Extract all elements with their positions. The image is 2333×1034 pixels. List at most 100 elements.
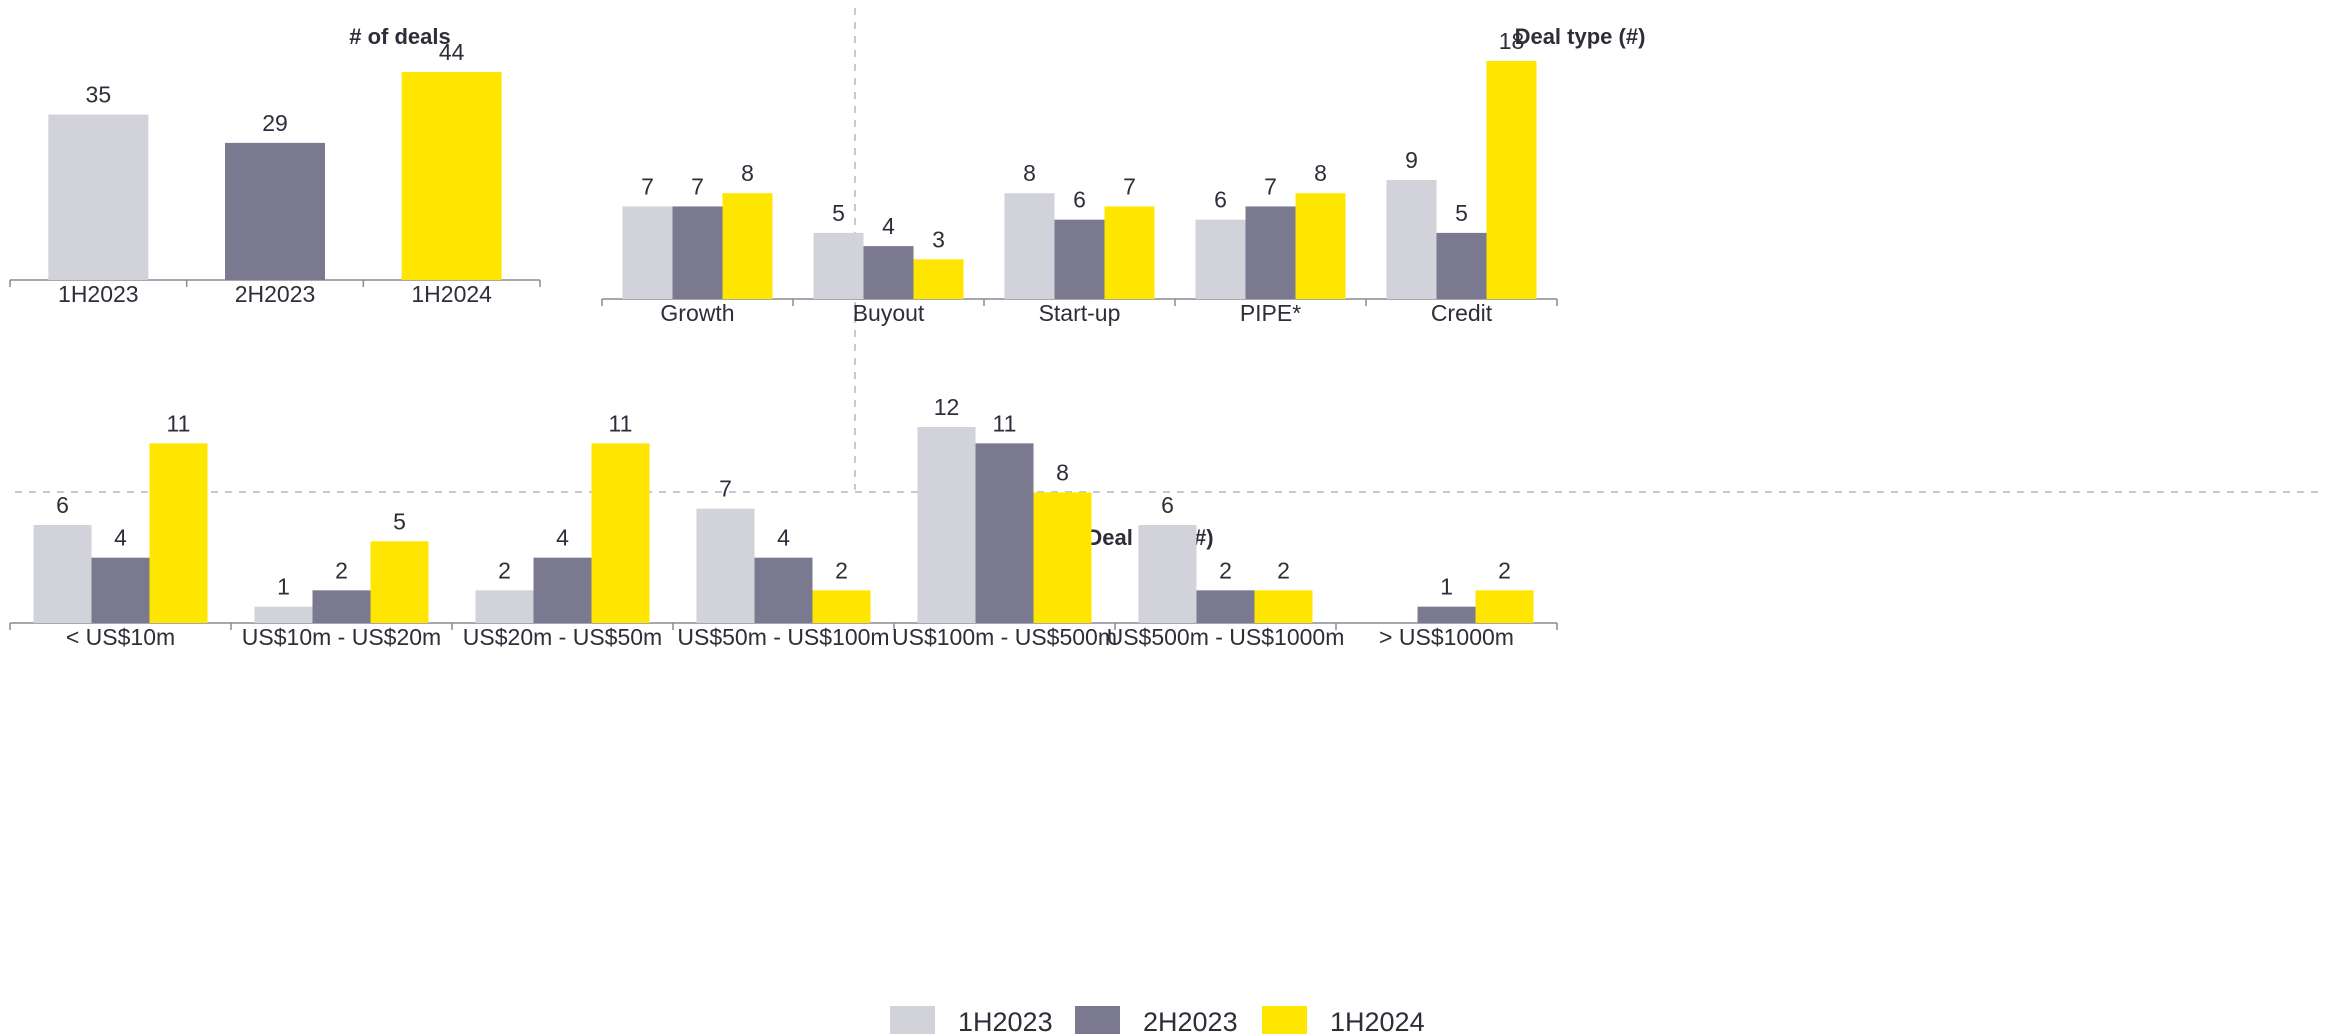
category-label-us-20m-us-50m: US$20m - US$50m bbox=[463, 624, 662, 650]
value-label-1h2024-us-10m-us-20m: 5 bbox=[393, 508, 406, 534]
bar-1h2024 bbox=[401, 72, 502, 280]
value-label-2h2023: 29 bbox=[262, 110, 288, 136]
bar-1h2024-growth bbox=[722, 193, 773, 299]
value-label-2h2023-us-20m-us-50m: 4 bbox=[556, 525, 569, 551]
bar-2h2023 bbox=[225, 142, 325, 280]
category-label-us-500m-us-1000m: US$500m - US$1000m bbox=[1107, 624, 1345, 650]
value-label-1h2024-us-20m-us-50m: 11 bbox=[609, 410, 633, 436]
bar-1h2024-us-100m-us-500m bbox=[1033, 492, 1092, 623]
value-label-2h2023-us-100m-us-500m: 11 bbox=[993, 410, 1017, 436]
bar-1h2024-credit bbox=[1486, 61, 1537, 299]
value-label-2h2023-credit: 5 bbox=[1455, 200, 1468, 226]
value-label-1h2023-us-50m-us-100m: 7 bbox=[719, 476, 732, 502]
value-label-1h2023-buyout: 5 bbox=[832, 200, 845, 226]
bar-2h2023-start-up bbox=[1054, 219, 1105, 299]
legend-swatch-1h2023 bbox=[890, 1006, 935, 1034]
category-label-growth: Growth bbox=[660, 300, 734, 326]
value-label-2h2023-us-10m-us-20m: 2 bbox=[335, 557, 348, 583]
value-label-1h2023-growth: 7 bbox=[641, 173, 654, 199]
bar-1h2024-pipe bbox=[1295, 193, 1346, 299]
chart-title-deal-type: Deal type (#) bbox=[1515, 24, 1646, 49]
legend-swatch-2h2023 bbox=[1075, 1006, 1120, 1034]
value-label-1h2024-us-100m-us-500m: 8 bbox=[1056, 459, 1069, 485]
value-label-1h2024-credit: 18 bbox=[1499, 28, 1525, 54]
bar-1h2023-credit bbox=[1386, 180, 1437, 299]
value-label-1h2023-start-up: 8 bbox=[1023, 160, 1036, 186]
bar-1h2023-us-500m-us-1000m bbox=[1138, 525, 1197, 623]
value-label-1h2024-pipe: 8 bbox=[1314, 160, 1327, 186]
value-label-1h2023-us-20m-us-50m: 2 bbox=[498, 557, 511, 583]
value-label-2h2023-us-50m-us-100m: 4 bbox=[777, 525, 790, 551]
value-label-1h2024-buyout: 3 bbox=[932, 226, 945, 252]
bar-1h2024-start-up bbox=[1104, 206, 1155, 299]
bar-1h2024-us-1000m bbox=[1475, 590, 1534, 623]
value-label-1h2024-us-1000m: 2 bbox=[1498, 557, 1511, 583]
value-label-1h2024-us-50m-us-100m: 2 bbox=[835, 557, 848, 583]
category-label-us-10m-us-20m: US$10m - US$20m bbox=[242, 624, 441, 650]
value-label-1h2024: 44 bbox=[439, 39, 465, 65]
legend: 1H2023 2H2023 1H2024 bbox=[890, 1006, 1425, 1034]
bar-1h2023-buyout bbox=[813, 232, 864, 299]
bar-1h2024-us-10m bbox=[149, 443, 208, 623]
chart-title-deal-count: # of deals bbox=[349, 24, 450, 49]
category-label-buyout: Buyout bbox=[853, 300, 925, 326]
legend-label-2h2023: 2H2023 bbox=[1143, 1007, 1238, 1034]
bar-2h2023-us-1000m bbox=[1417, 606, 1476, 623]
legend-label-1h2024: 1H2024 bbox=[1330, 1007, 1425, 1034]
value-label-1h2023-us-100m-us-500m: 12 bbox=[934, 394, 960, 420]
value-label-1h2024-growth: 8 bbox=[741, 160, 754, 186]
category-label-pipe: PIPE* bbox=[1240, 300, 1301, 326]
value-label-2h2023-us-500m-us-1000m: 2 bbox=[1219, 557, 1232, 583]
value-label-2h2023-us-1000m: 1 bbox=[1440, 574, 1453, 600]
value-label-1h2023-us-500m-us-1000m: 6 bbox=[1161, 492, 1174, 518]
bar-1h2023-us-10m-us-20m bbox=[254, 606, 313, 623]
bar-1h2024-us-50m-us-100m bbox=[812, 590, 871, 623]
category-label-1h2023: 1H2023 bbox=[58, 281, 139, 307]
bar-2h2023-us-50m-us-100m bbox=[754, 557, 813, 623]
category-label-us-10m: < US$10m bbox=[66, 624, 175, 650]
value-label-1h2024-us-10m: 11 bbox=[167, 410, 191, 436]
category-label-us-50m-us-100m: US$50m - US$100m bbox=[677, 624, 889, 650]
bar-1h2023-pipe bbox=[1195, 219, 1246, 299]
deal-count-chart: 1H2023 35 2H2023 29 1H2024 44 bbox=[9, 39, 541, 307]
legend-swatch-1h2024 bbox=[1262, 1006, 1307, 1034]
bar-2h2023-buyout bbox=[863, 246, 914, 299]
deal-type-chart: Growth 7 7 8 Buyout 5 4 3 Start-up 8 6 7 PIPE* 6 7 8 Cre… bbox=[601, 28, 1558, 326]
bar-2h2023-pipe bbox=[1245, 206, 1296, 299]
value-label-1h2023: 35 bbox=[86, 82, 112, 108]
value-label-1h2023-us-10m-us-20m: 1 bbox=[277, 574, 290, 600]
bar-1h2023-growth bbox=[622, 206, 673, 299]
value-label-2h2023-buyout: 4 bbox=[882, 213, 895, 239]
bar-2h2023-growth bbox=[672, 206, 723, 299]
bar-2h2023-us-10m bbox=[91, 557, 150, 623]
value-label-1h2023-credit: 9 bbox=[1405, 147, 1418, 173]
bar-1h2023 bbox=[48, 114, 149, 280]
category-label-credit: Credit bbox=[1431, 300, 1493, 326]
bar-1h2023-start-up bbox=[1004, 193, 1055, 299]
value-label-2h2023-start-up: 6 bbox=[1073, 187, 1086, 213]
value-label-1h2024-us-500m-us-1000m: 2 bbox=[1277, 557, 1290, 583]
bar-2h2023-credit bbox=[1436, 232, 1487, 299]
category-label-1h2024: 1H2024 bbox=[411, 281, 492, 307]
bar-1h2024-us-20m-us-50m bbox=[591, 443, 650, 623]
bar-1h2024-buyout bbox=[913, 259, 964, 299]
bar-1h2023-us-100m-us-500m bbox=[917, 427, 976, 623]
category-label-start-up: Start-up bbox=[1039, 300, 1121, 326]
bar-1h2023-us-50m-us-100m bbox=[696, 508, 755, 623]
value-label-2h2023-pipe: 7 bbox=[1264, 173, 1277, 199]
bar-1h2024-us-500m-us-1000m bbox=[1254, 590, 1313, 623]
value-label-1h2023-us-10m: 6 bbox=[56, 492, 69, 518]
bar-1h2024-us-10m-us-20m bbox=[370, 541, 429, 623]
value-label-2h2023-growth: 7 bbox=[691, 173, 704, 199]
bar-2h2023-us-20m-us-50m bbox=[533, 557, 592, 623]
value-label-1h2023-pipe: 6 bbox=[1214, 187, 1227, 213]
category-label-us-1000m: > US$1000m bbox=[1379, 624, 1514, 650]
bar-2h2023-us-10m-us-20m bbox=[312, 590, 371, 623]
category-label-us-100m-us-500m: US$100m - US$500m bbox=[892, 624, 1117, 650]
bar-2h2023-us-100m-us-500m bbox=[975, 443, 1034, 623]
legend-label-1h2023: 1H2023 bbox=[958, 1007, 1053, 1034]
bar-2h2023-us-500m-us-1000m bbox=[1196, 590, 1255, 623]
value-label-2h2023-us-10m: 4 bbox=[114, 525, 127, 551]
